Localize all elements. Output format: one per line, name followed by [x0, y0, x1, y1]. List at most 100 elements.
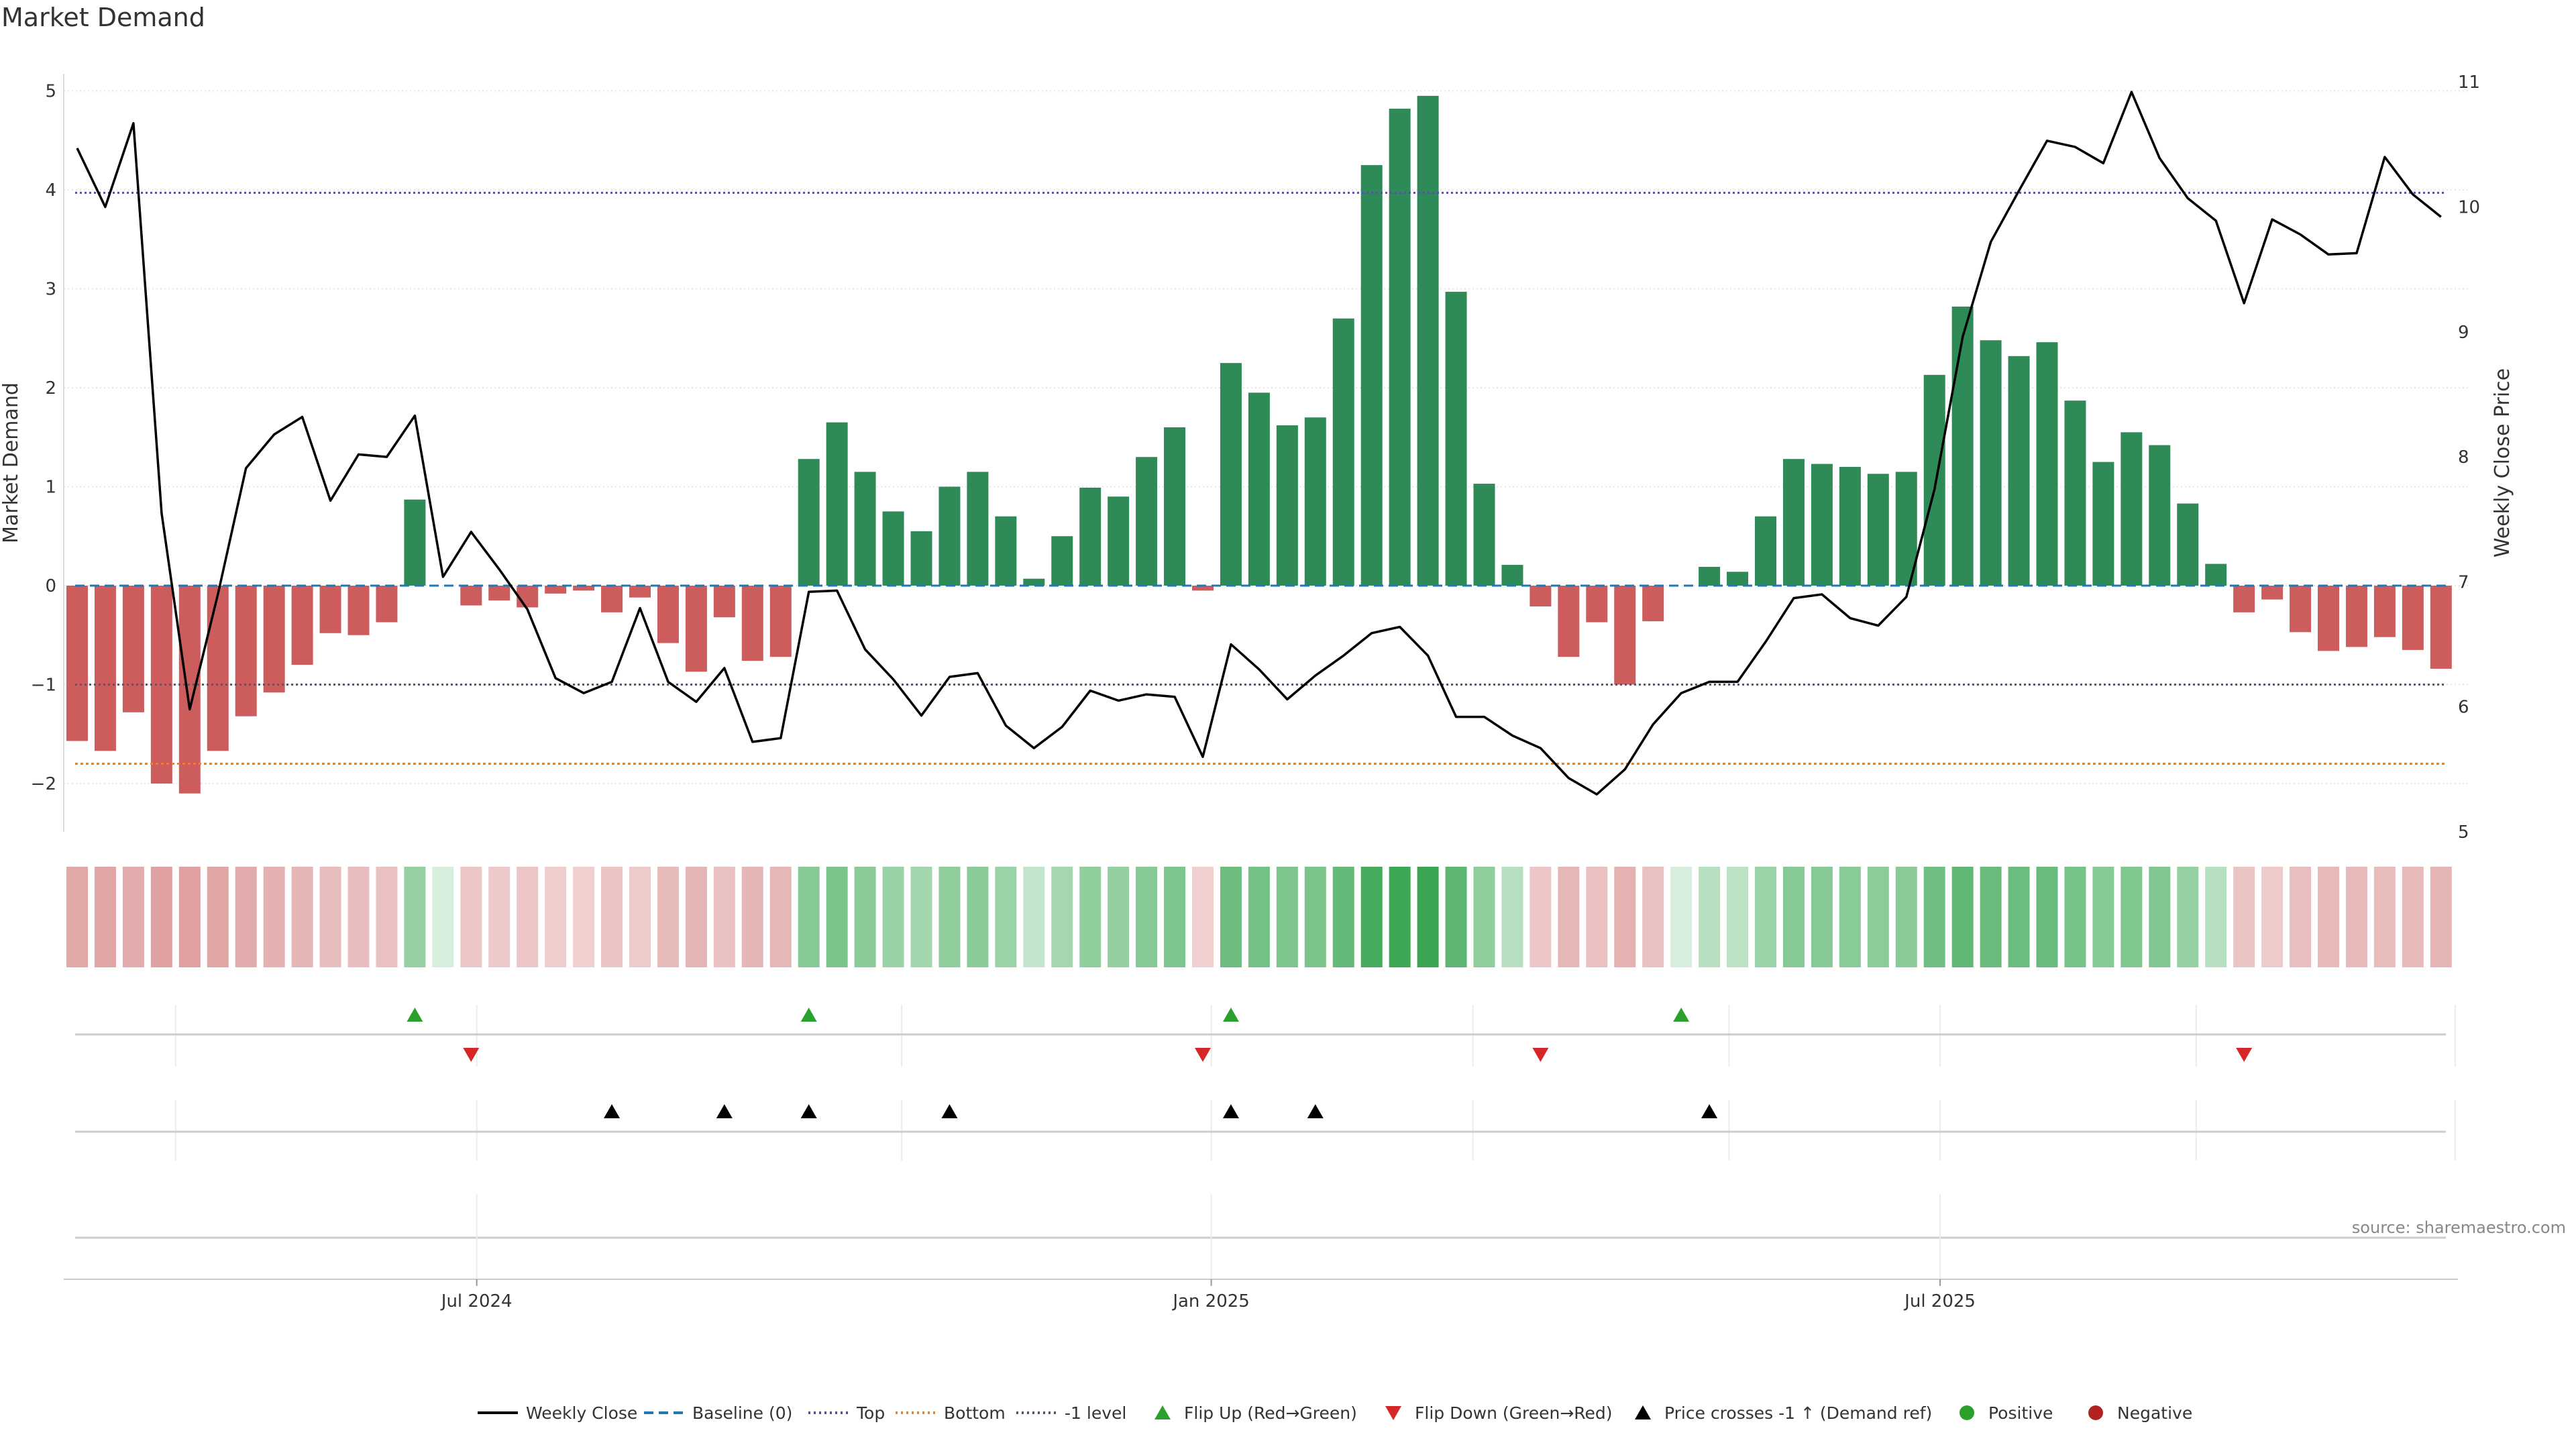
close-line-layer	[76, 91, 2442, 796]
legend-triangle-down	[1385, 1406, 1401, 1420]
heat-cell	[1614, 867, 1636, 967]
legend-label: Baseline (0)	[692, 1403, 792, 1423]
y-tick-label: 1	[45, 478, 56, 498]
demand-bar-negative	[741, 586, 763, 661]
flip-down-marker	[2236, 1048, 2253, 1062]
demand-bar-positive	[938, 486, 961, 586]
page-title: Market Demand	[1, 3, 205, 32]
heat-cell	[1670, 867, 1693, 967]
demand-bar-positive	[967, 472, 989, 586]
heat-cell	[854, 867, 876, 967]
demand-bar-positive	[2064, 400, 2086, 586]
y2-tick-label: 5	[2458, 822, 2469, 843]
legend-symbol	[1960, 1405, 1974, 1420]
y2-tick-label: 8	[2458, 447, 2469, 468]
demand-bar-negative	[1558, 586, 1580, 657]
demand-bar-positive	[1839, 467, 1861, 586]
x-tick-label: Jul 2025	[1903, 1291, 1976, 1311]
legend-symbol	[1155, 1405, 1171, 1419]
demand-bar-negative	[685, 586, 707, 672]
y2-axis-title: Weekly Close Price	[2491, 368, 2514, 557]
price-cross-marker	[604, 1104, 621, 1118]
demand-bar-positive	[1248, 392, 1270, 586]
heat-cell	[2345, 867, 2367, 967]
y-tick-label: 3	[45, 280, 56, 300]
flip-up-marker	[1673, 1008, 1690, 1022]
demand-bar-positive	[1164, 427, 1186, 586]
weekly-close-line	[76, 91, 2442, 796]
price-cross-marker	[941, 1104, 958, 1118]
demand-bar-negative	[1642, 586, 1664, 622]
demand-bar-negative	[319, 586, 341, 633]
demand-bar-positive	[1276, 425, 1298, 586]
demand-bar-negative	[2345, 586, 2367, 647]
y2-tick-label: 11	[2458, 72, 2480, 93]
demand-bar-positive	[1304, 417, 1326, 586]
heat-cell	[263, 867, 285, 967]
legend-item: Flip Down (Green→Red)	[1385, 1403, 1613, 1423]
demand-bar-negative	[573, 586, 595, 591]
legend-item: Price crosses -1 ↑ (Demand ref)	[1635, 1403, 1932, 1423]
legend-label: Flip Down (Green→Red)	[1415, 1403, 1613, 1423]
demand-bar-negative	[2261, 586, 2284, 600]
y2-tick-label: 6	[2458, 698, 2469, 718]
flip-up-marker	[1222, 1008, 1239, 1022]
demand-bar-positive	[1867, 474, 1889, 586]
y-axis-title: Market Demand	[0, 382, 23, 543]
demand-bar-negative	[1529, 586, 1552, 606]
heat-cell	[2092, 867, 2114, 967]
heat-cell	[1417, 867, 1439, 967]
heat-cell	[882, 867, 904, 967]
demand-bar-positive	[1951, 307, 1974, 586]
legend-dot	[2088, 1405, 2103, 1420]
heat-cell	[291, 867, 313, 967]
heat-cell	[1951, 867, 1974, 967]
demand-bar-positive	[1755, 516, 1776, 586]
demand-bar-positive	[1782, 459, 1805, 586]
demand-bar-positive	[2205, 564, 2227, 586]
x-tick-label: Jan 2025	[1171, 1291, 1250, 1311]
y-tick-label: −1	[31, 676, 56, 696]
legend-label: Positive	[1988, 1403, 2053, 1423]
demand-bars-layer	[66, 95, 2452, 794]
y-tick-label: −2	[31, 774, 56, 794]
legend-item: Positive	[1960, 1403, 2053, 1423]
heat-cell	[1136, 867, 1158, 967]
legend-label: Top	[856, 1403, 885, 1423]
demand-bar-positive	[2036, 342, 2058, 586]
flip-down-marker	[1532, 1048, 1549, 1062]
price-cross-marker	[716, 1104, 733, 1118]
legend-triangle-up	[1635, 1405, 1651, 1419]
demand-bar-positive	[995, 516, 1017, 586]
heat-cell	[2430, 867, 2452, 967]
demand-bar-positive	[854, 472, 876, 586]
heat-cell	[1389, 867, 1411, 967]
legend-symbol	[1385, 1406, 1401, 1420]
heat-cell	[404, 867, 426, 967]
heat-cell	[488, 867, 511, 967]
heat-cell	[1248, 867, 1270, 967]
price-cross-marker	[1222, 1104, 1239, 1118]
demand-bar-negative	[2430, 586, 2452, 669]
demand-bar-positive	[882, 511, 904, 586]
legend-item: Top	[808, 1403, 885, 1423]
legend-label: Bottom	[944, 1403, 1006, 1423]
heat-cell	[573, 867, 595, 967]
heat-cell	[347, 867, 370, 967]
demand-bar-positive	[1136, 457, 1158, 586]
heat-cell	[657, 867, 679, 967]
demand-bar-negative	[94, 586, 116, 751]
heat-cell	[2149, 867, 2171, 967]
heat-cell	[122, 867, 144, 967]
demand-bar-negative	[1192, 586, 1214, 591]
demand-bar-negative	[1614, 586, 1636, 685]
heat-cell	[94, 867, 116, 967]
heat-cell	[1051, 867, 1073, 967]
demand-bar-negative	[66, 586, 88, 741]
heat-cell	[1360, 867, 1383, 967]
demand-bar-negative	[376, 586, 398, 623]
demand-bar-negative	[2290, 586, 2312, 633]
heat-cell	[1276, 867, 1298, 967]
demand-bar-positive	[826, 422, 848, 586]
legend-label: Negative	[2117, 1403, 2192, 1423]
